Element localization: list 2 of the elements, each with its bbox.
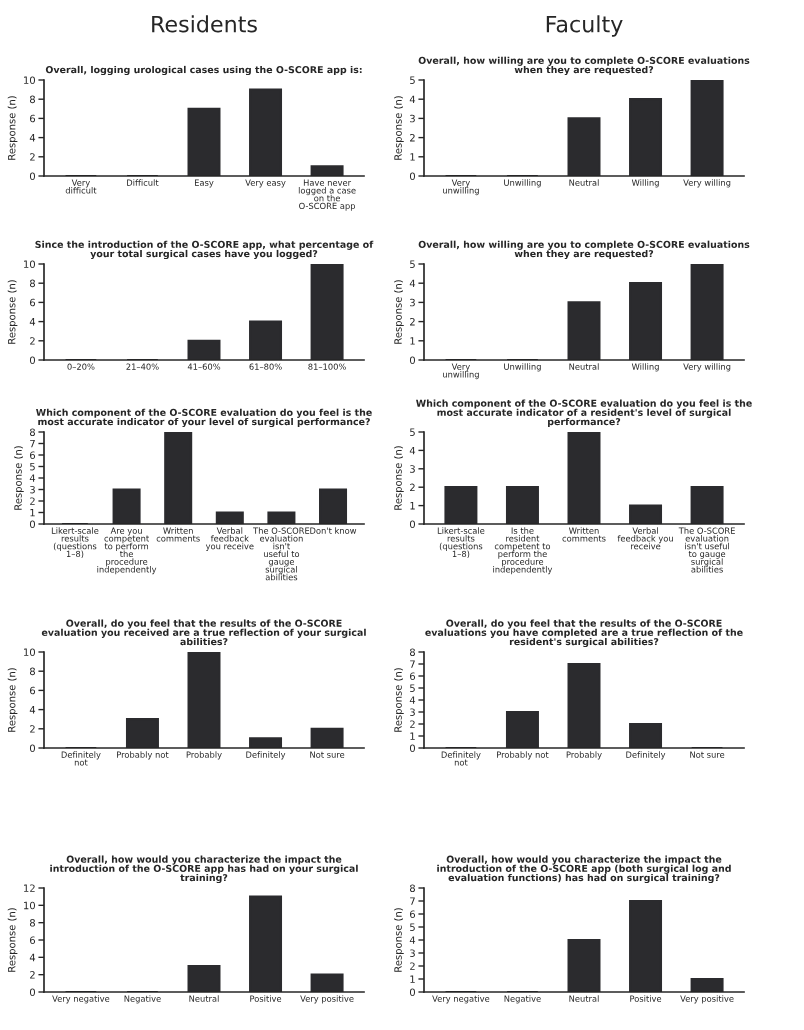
text: Faculty [546, 15, 623, 37]
text: Residents [152, 15, 257, 33]
